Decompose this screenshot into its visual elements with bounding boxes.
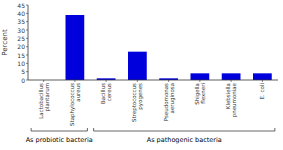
y-tick-label: 5 bbox=[21, 68, 25, 75]
x-tick bbox=[137, 80, 138, 82]
y-tick-label: 45 bbox=[17, 2, 25, 9]
x-tick bbox=[168, 80, 169, 82]
bars bbox=[66, 15, 272, 80]
x-tick-label: Lactobacillusplantarum bbox=[38, 83, 51, 119]
y-tick bbox=[26, 80, 28, 81]
y-tick-label: 10 bbox=[17, 60, 25, 67]
x-tick bbox=[74, 80, 75, 82]
y-axis bbox=[28, 5, 29, 80]
x-tick bbox=[231, 80, 232, 82]
chart: 0 51015 202530 354045 Percent Lactobacilluspl… bbox=[0, 0, 283, 150]
x-tick-label: Pseudomonasaeruginosa bbox=[163, 83, 176, 121]
y-tick-label: 15 bbox=[17, 52, 25, 59]
y-tick-label: 35 bbox=[17, 18, 25, 25]
y-tick bbox=[26, 55, 28, 56]
x-tick-label: Shigellaflexneri bbox=[194, 83, 206, 105]
x-tick-label: Streptococcuspyogenes bbox=[131, 83, 144, 122]
y-tick bbox=[26, 71, 28, 72]
y-tick-label: 20 bbox=[17, 43, 25, 50]
y-axis-label: Percent bbox=[1, 29, 9, 56]
x-tick bbox=[106, 80, 107, 82]
bar bbox=[66, 15, 85, 80]
bracket bbox=[31, 128, 87, 131]
x-axis bbox=[28, 80, 278, 81]
y-tick bbox=[26, 13, 28, 14]
x-tick bbox=[199, 80, 200, 82]
annotation: As pathogenic bacteria bbox=[147, 136, 222, 144]
bar bbox=[222, 73, 241, 80]
y-tick bbox=[26, 30, 28, 31]
bar bbox=[253, 73, 272, 80]
y-tick-label: 30 bbox=[17, 27, 25, 34]
y-tick bbox=[26, 38, 28, 39]
y-tick bbox=[26, 21, 28, 22]
y-tick-label: 0 bbox=[21, 77, 25, 84]
x-tick-label: E. coli bbox=[259, 83, 265, 100]
y-tick-label: 40 bbox=[17, 10, 25, 17]
y-tick bbox=[26, 46, 28, 47]
y-tick bbox=[26, 63, 28, 64]
x-tick-label: Staphylococcusaureus bbox=[69, 83, 81, 126]
y-tick bbox=[26, 5, 28, 6]
y-tick-label: 25 bbox=[17, 35, 25, 42]
x-tick-label: Bacilluscereus bbox=[100, 83, 112, 104]
bar bbox=[191, 73, 210, 80]
annotation: As probiotic bacteria bbox=[26, 136, 93, 144]
bar bbox=[128, 52, 147, 80]
x-tick bbox=[262, 80, 263, 82]
x-tick-label: Klebsiellapneumoniae bbox=[225, 82, 238, 117]
bracket bbox=[94, 128, 275, 131]
x-tick bbox=[43, 80, 44, 82]
